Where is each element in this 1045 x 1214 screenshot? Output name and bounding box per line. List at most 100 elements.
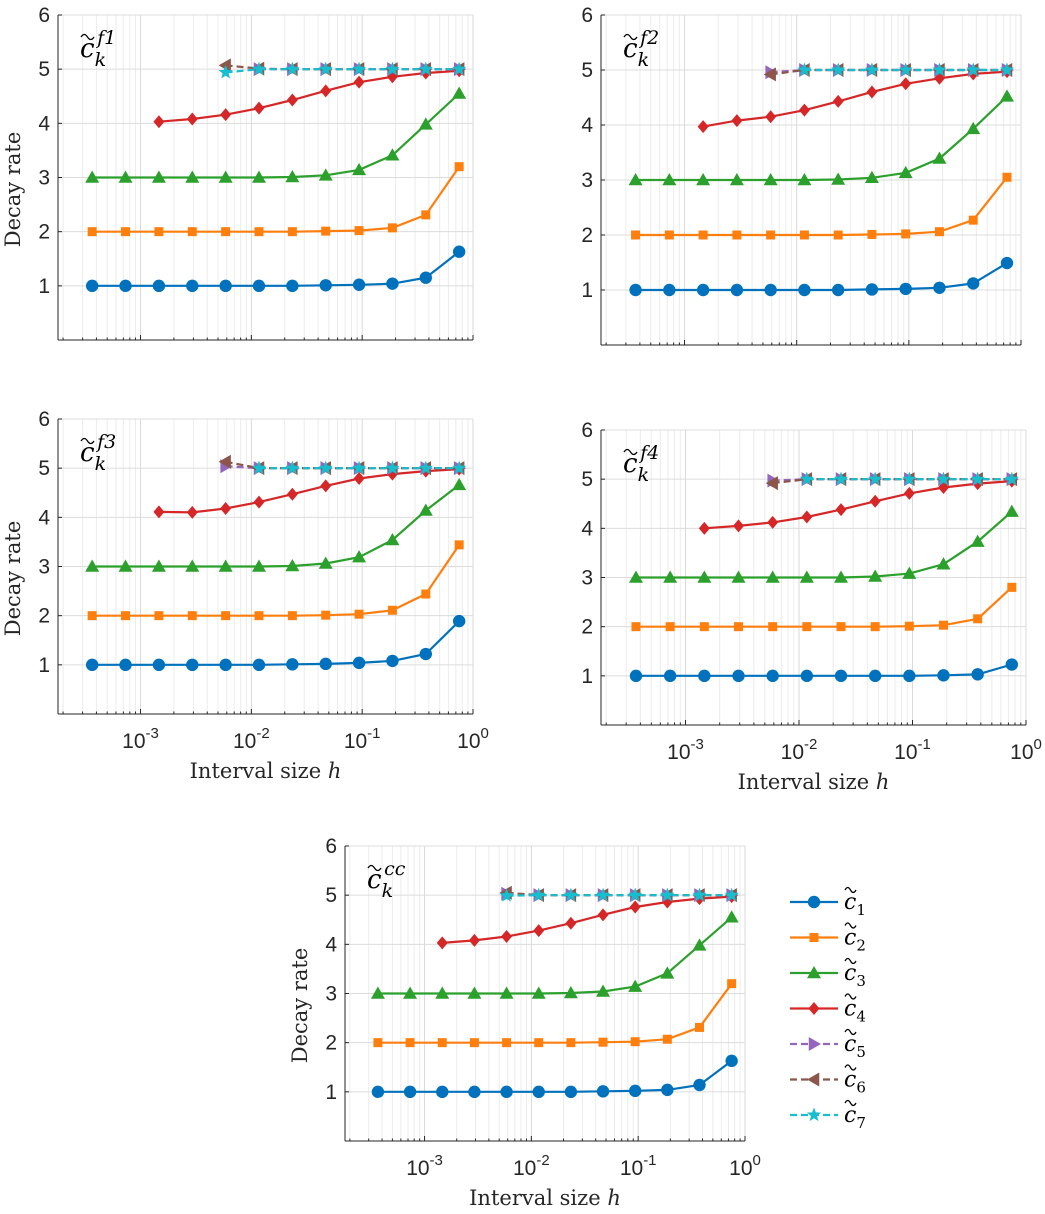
data-point — [835, 503, 847, 517]
data-point — [252, 658, 266, 672]
series-4 — [698, 474, 1018, 535]
data-point — [724, 887, 739, 902]
data-point — [631, 230, 641, 240]
data-point — [285, 169, 300, 183]
data-point — [186, 658, 199, 672]
series-line — [704, 480, 1012, 530]
data-point — [999, 62, 1015, 77]
data-point — [534, 1038, 544, 1048]
data-point — [595, 887, 611, 902]
data-point — [801, 510, 813, 524]
data-point — [421, 589, 431, 599]
data-point — [452, 86, 467, 99]
data-point — [767, 515, 779, 529]
series-line — [92, 166, 461, 233]
series-line — [506, 894, 732, 897]
data-point — [661, 1083, 674, 1097]
legend-label: c2 — [844, 926, 866, 955]
series-2 — [87, 540, 464, 621]
data-point — [967, 277, 980, 290]
series-1 — [629, 256, 1014, 297]
panel-3: 1 2 3 4 5 6 10-3 10-2 10-1 100 Interval size h Deca… — [1, 408, 489, 783]
series-line — [636, 663, 1013, 677]
data-point — [318, 168, 333, 181]
series-3 — [628, 89, 1014, 186]
data-point — [1002, 172, 1012, 182]
data-point — [904, 621, 914, 631]
data-point — [351, 460, 367, 475]
data-point — [251, 460, 267, 475]
data-point — [452, 245, 466, 258]
series-line — [92, 484, 460, 568]
series-line — [92, 92, 460, 179]
data-point — [662, 173, 677, 186]
data-point — [285, 559, 300, 572]
legend-marker — [807, 966, 821, 979]
series-line — [635, 262, 1008, 292]
data-point — [765, 476, 778, 491]
series-2 — [373, 979, 737, 1048]
data-point — [152, 658, 166, 672]
data-point — [902, 566, 917, 579]
data-point — [868, 669, 882, 683]
y-tick-label: 4 — [38, 506, 50, 529]
data-point — [864, 62, 880, 77]
data-point — [436, 1085, 449, 1099]
series-4 — [153, 462, 465, 519]
data-point — [966, 62, 981, 77]
x-tick-label: 100 — [729, 1152, 761, 1180]
data-point — [697, 120, 709, 134]
data-point — [121, 227, 131, 237]
data-point — [387, 605, 397, 615]
data-point — [867, 229, 877, 239]
title-tilde — [80, 437, 95, 445]
data-point — [596, 1085, 610, 1098]
data-point — [87, 611, 97, 621]
data-point — [218, 58, 231, 73]
data-point — [118, 559, 133, 572]
data-point — [371, 1085, 385, 1099]
legend-marker — [809, 933, 819, 942]
series-3 — [85, 86, 467, 183]
series-1 — [85, 614, 466, 672]
data-point — [898, 165, 913, 179]
data-point — [437, 1038, 447, 1048]
data-point — [565, 916, 577, 930]
data-point — [454, 540, 464, 550]
data-point — [597, 908, 609, 922]
data-point — [971, 668, 984, 681]
data-point — [731, 114, 743, 128]
y-tick-label: 6 — [581, 4, 593, 27]
data-point — [286, 658, 299, 671]
data-point — [121, 611, 131, 621]
data-point — [387, 223, 397, 233]
data-point — [727, 979, 737, 989]
y-tick-label: 6 — [38, 408, 50, 431]
y-tick-label: 1 — [38, 275, 50, 298]
legend-item-6: c6 — [790, 1064, 866, 1097]
data-point — [765, 570, 780, 583]
data-point — [564, 1085, 578, 1099]
series-line — [635, 95, 1008, 182]
data-point — [663, 669, 677, 683]
data-point — [385, 532, 400, 546]
y-tick-label: 5 — [581, 468, 593, 491]
data-point — [153, 115, 165, 129]
data-point — [999, 89, 1014, 102]
data-point — [353, 471, 365, 485]
data-point — [563, 986, 578, 999]
y-tick-label: 4 — [581, 517, 593, 540]
data-point — [628, 887, 643, 902]
series-line — [702, 70, 1008, 128]
series-3 — [85, 477, 467, 572]
data-point — [870, 622, 880, 632]
data-point — [970, 471, 985, 486]
data-point — [218, 454, 231, 469]
series-1 — [85, 245, 466, 293]
data-point — [185, 170, 200, 183]
panel-4: 1 2 3 4 5 6 10-3 10-2 10-1 100 Interval size h ckf4 — [581, 419, 1042, 794]
data-point — [936, 471, 951, 486]
data-point — [732, 230, 742, 240]
data-point — [452, 460, 467, 475]
series-line — [92, 544, 461, 617]
